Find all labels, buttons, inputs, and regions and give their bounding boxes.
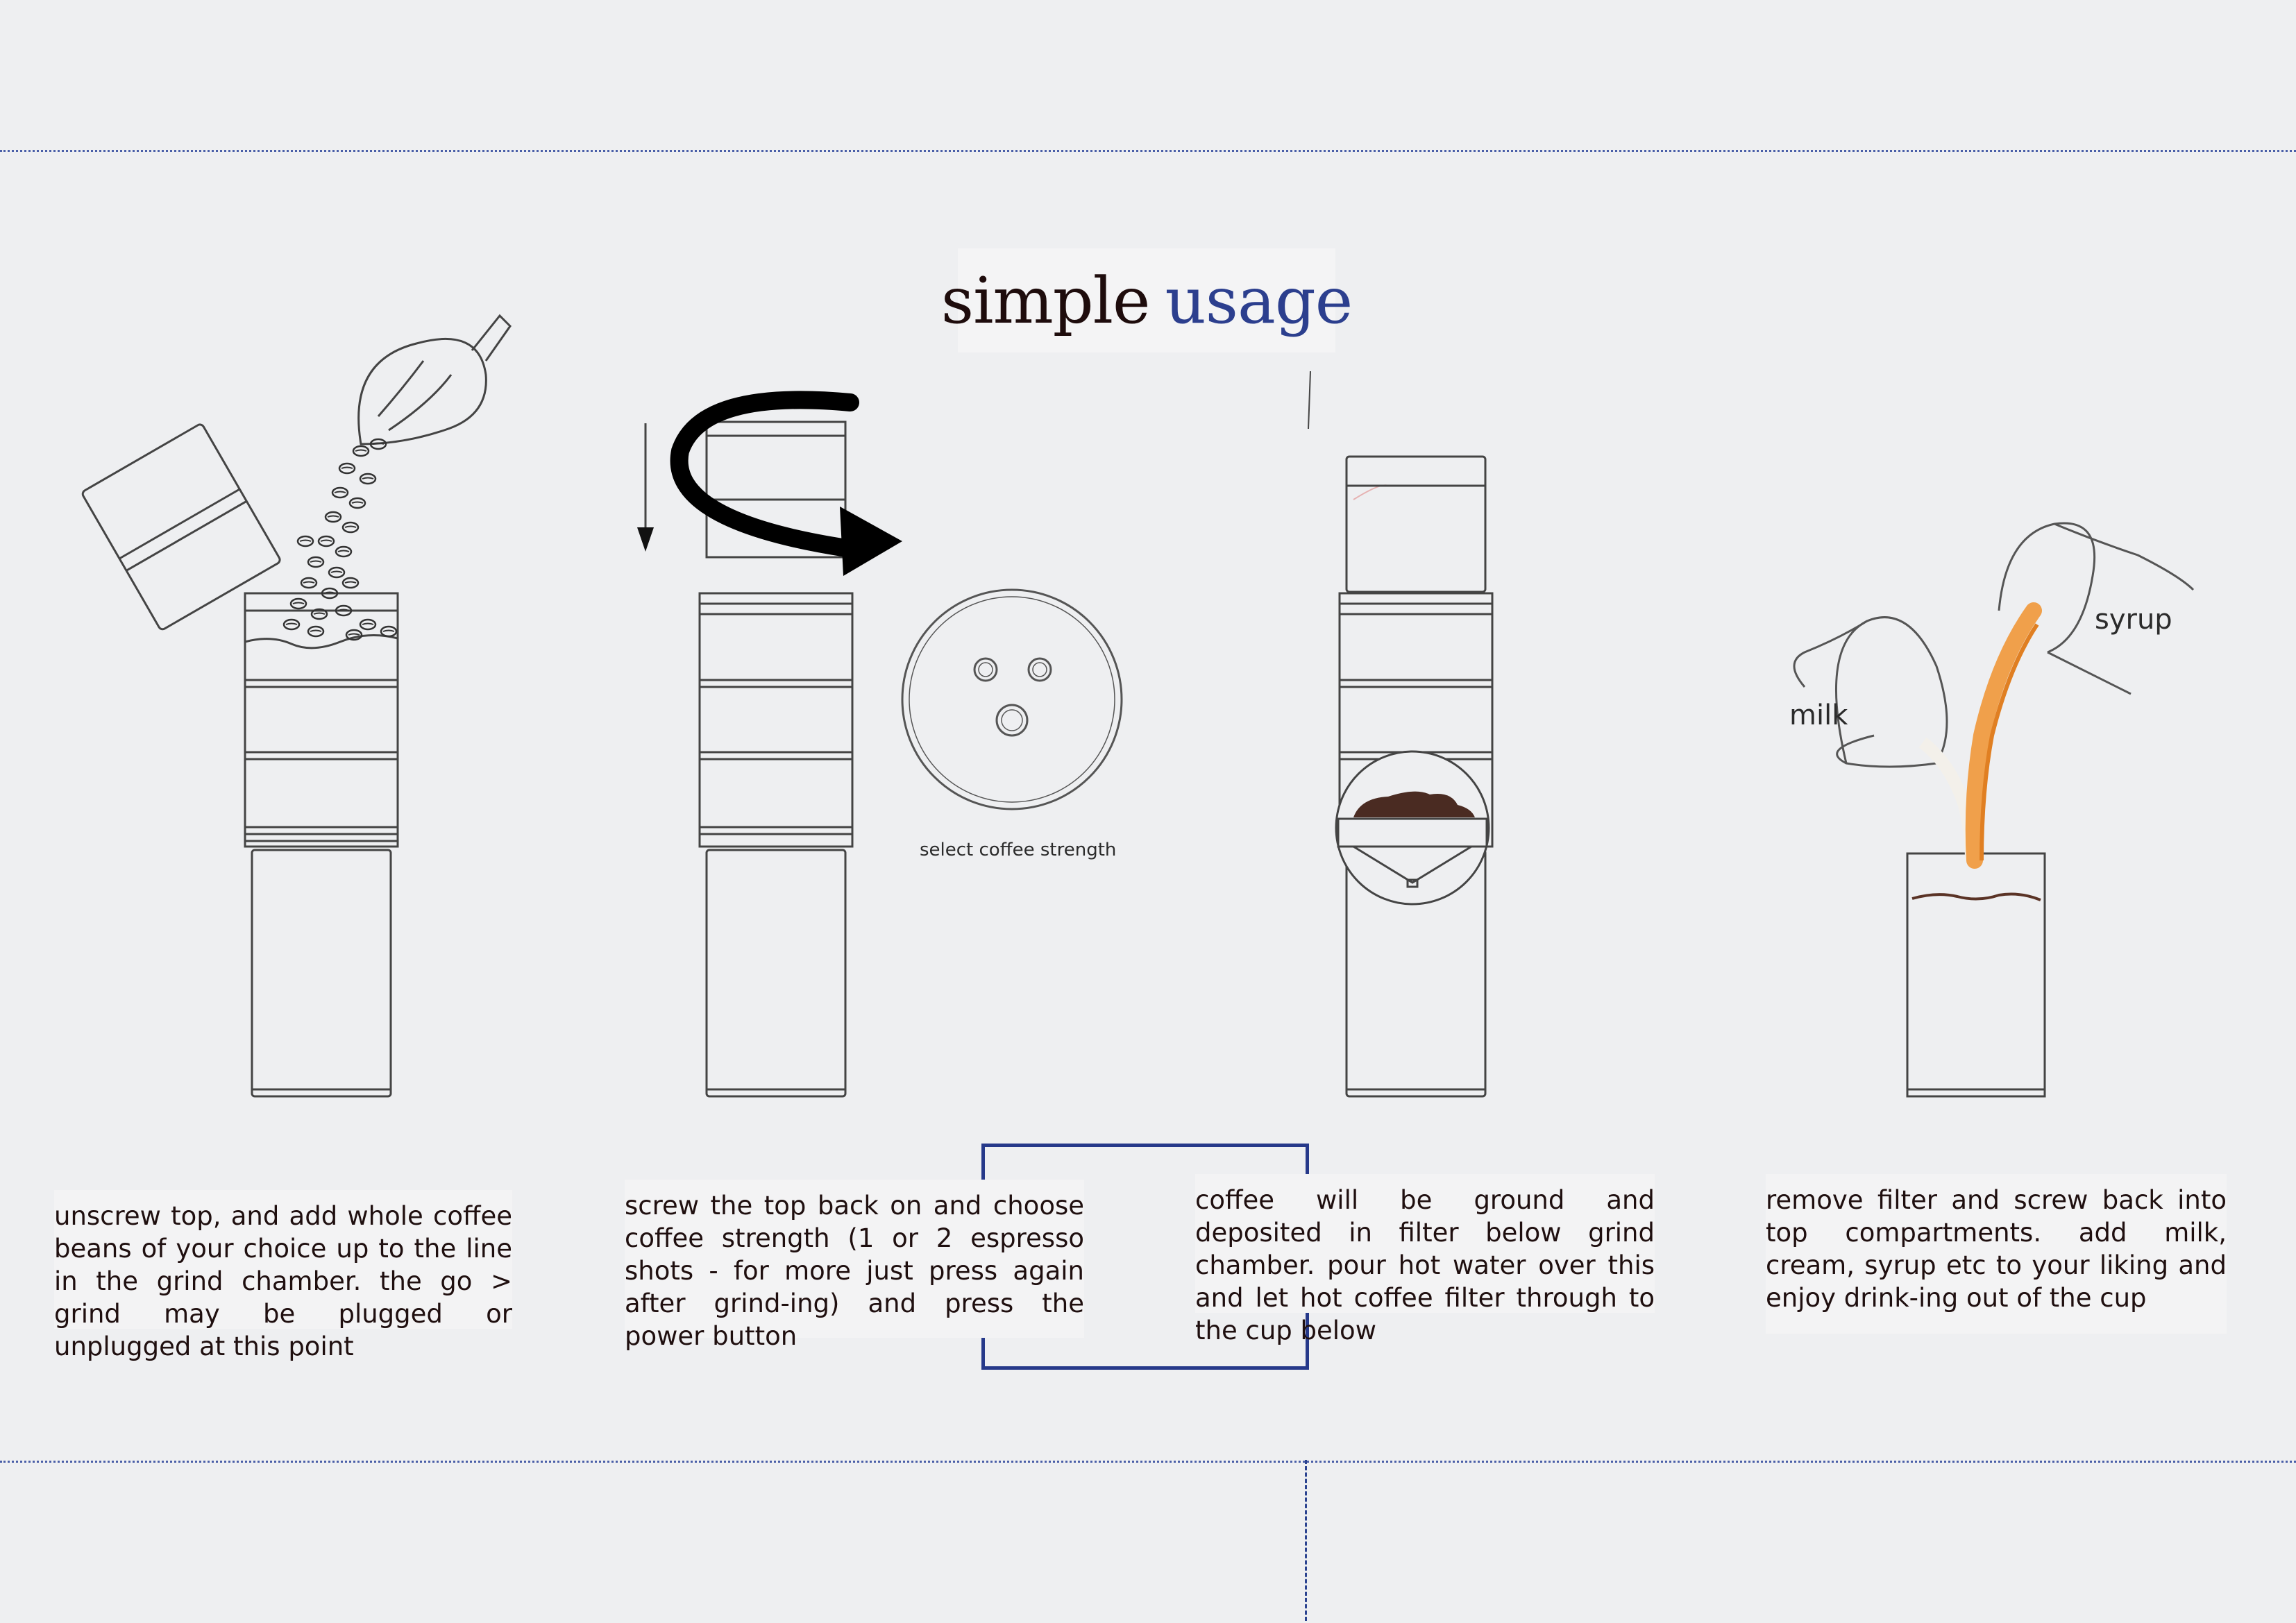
twist-arrow-head <box>840 507 902 576</box>
step2-instructions: screw the top back on and choose coffee … <box>625 1180 1084 1351</box>
milk-pour <box>1918 737 1977 861</box>
top-guide-line <box>0 150 2296 152</box>
title-word-usage: usage <box>1165 263 1353 338</box>
vertical-guide-line <box>1305 1460 1307 1621</box>
coffee-surface-line <box>1911 892 2041 901</box>
milk-jug-sketch <box>1793 616 1948 768</box>
step4-cup-illustration <box>1906 852 2046 1098</box>
title-word-simple: simple <box>940 263 1151 338</box>
step2-grinder-illustration <box>644 420 854 1098</box>
step1-grinder-illustration <box>81 314 512 1098</box>
step4-instructions: remove filter and screw back into top co… <box>1766 1174 2227 1334</box>
step3-instructions: coffee will be ground and deposited in f… <box>1195 1174 1655 1345</box>
twist-arrow <box>670 391 859 557</box>
step1-instructions: unscrew top, and add whole coffee beans … <box>54 1190 512 1361</box>
coffee-grounds <box>1353 791 1475 817</box>
syrup-label: syrup <box>2095 604 2172 636</box>
bottom-guide-line <box>0 1461 2296 1463</box>
down-arrow-head <box>637 527 654 552</box>
dial-caption: select coffee strength <box>920 840 1117 860</box>
milk-label: milk <box>1789 699 1848 731</box>
coffee-stream <box>1980 623 2039 861</box>
page-title: simple usage <box>941 248 1353 352</box>
step3-grinder-illustration <box>1308 371 1494 1098</box>
strength-dial <box>901 588 1123 810</box>
syrup-pour <box>1965 602 2042 869</box>
syrup-jug-sketch <box>1998 522 2195 695</box>
